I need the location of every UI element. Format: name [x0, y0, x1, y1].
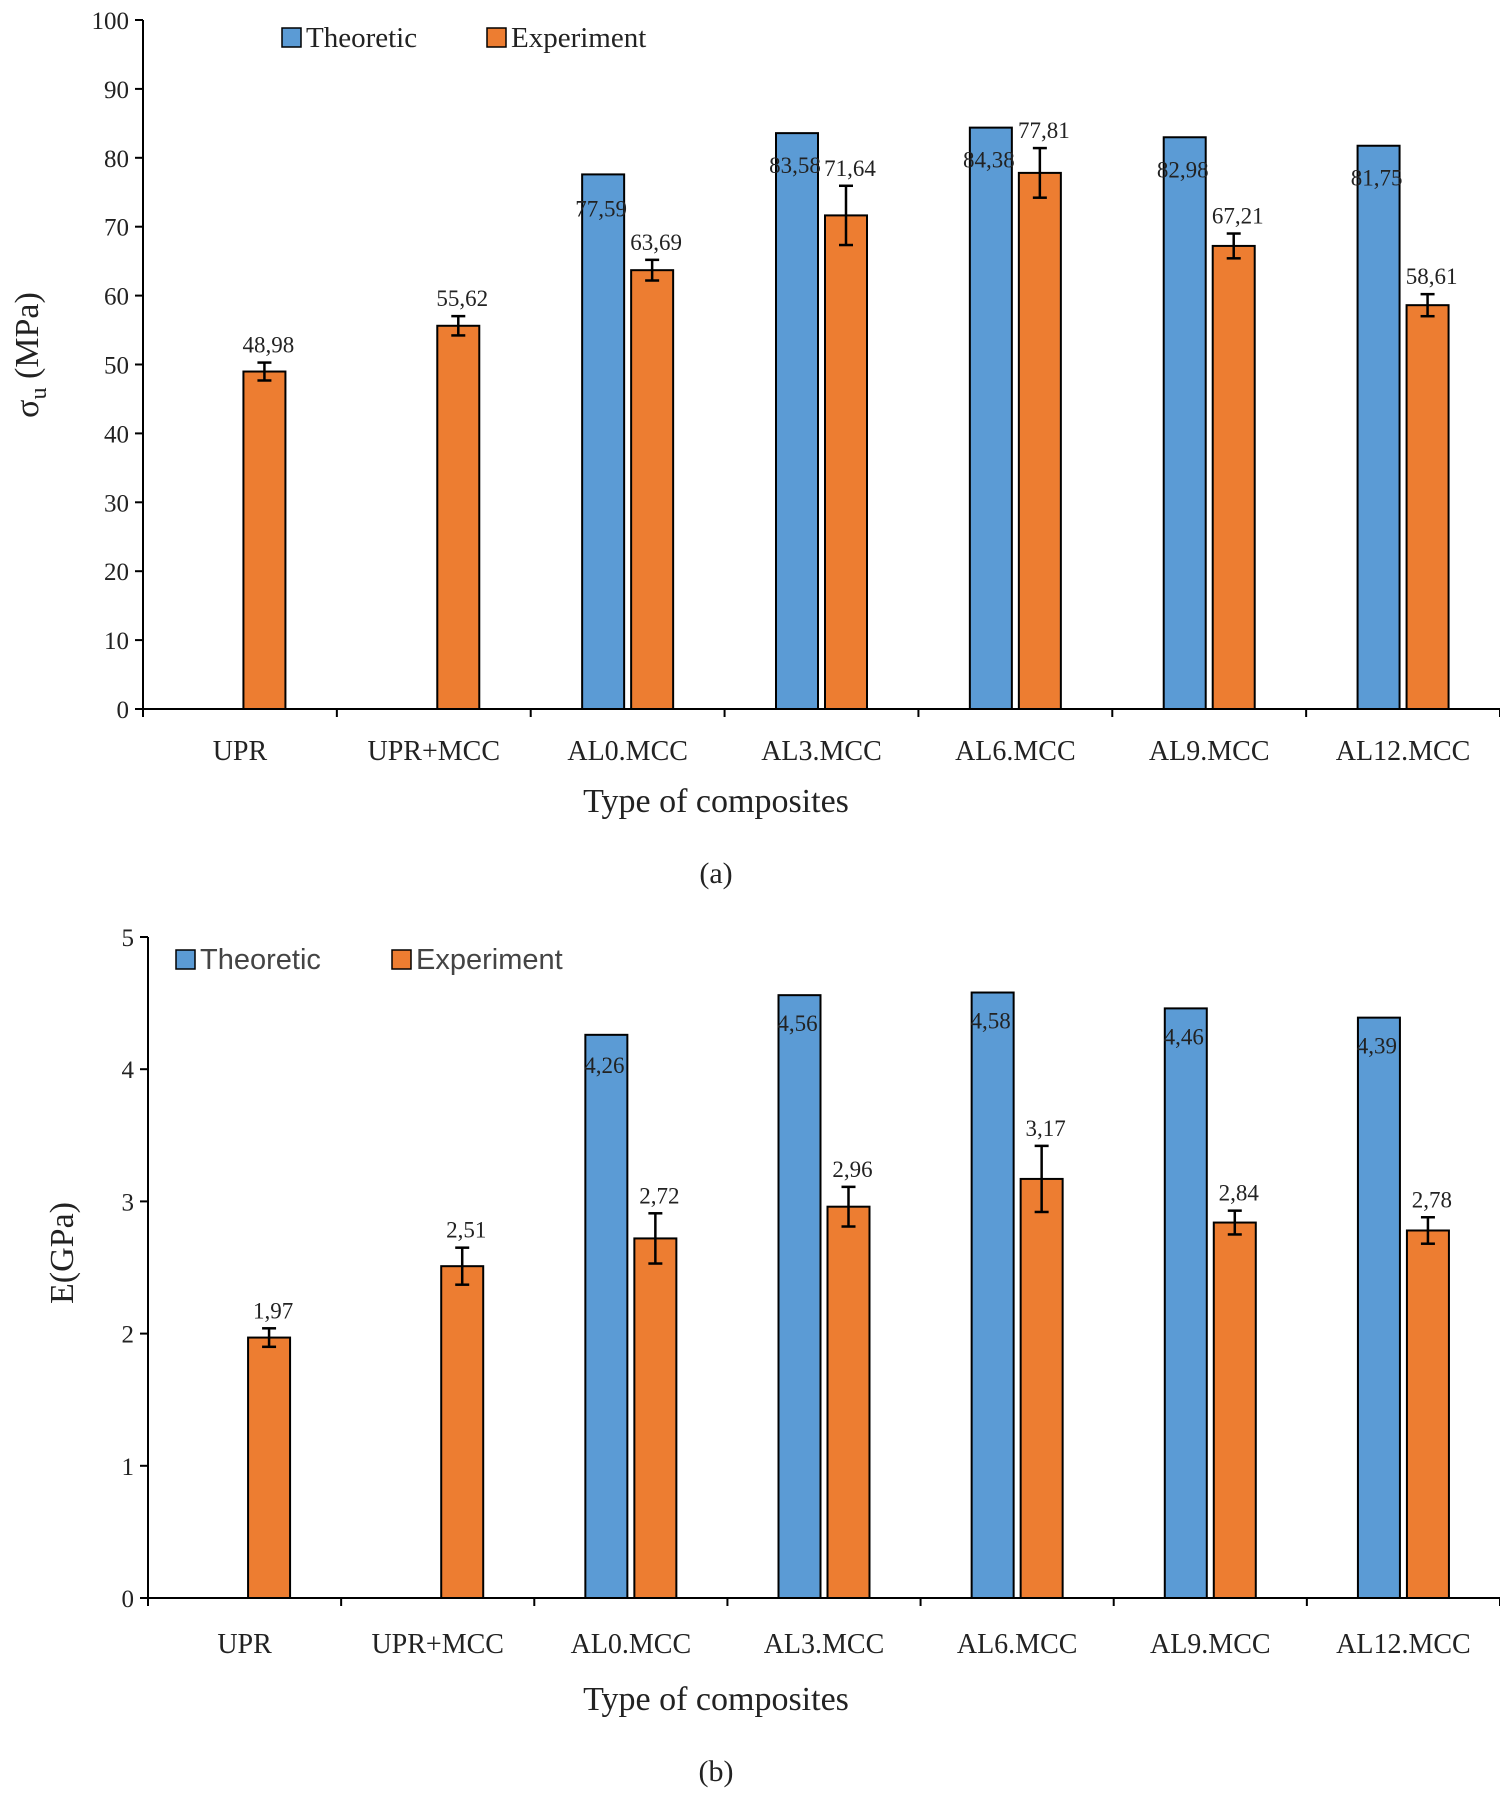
- chart-b-legend-label-experiment: Experiment: [416, 944, 563, 976]
- chart-b-y-axis-title: E(GPa): [44, 1202, 81, 1304]
- chart-b-legend-swatch-theoretic: [175, 949, 196, 970]
- chart-b-bar-experiment: [1212, 1221, 1257, 1599]
- chart-a-x-axis-title: Type of composites: [583, 783, 849, 820]
- chart-b: E(GPa) Type of composites (b) 0 1 2 3 4 5 1,97…: [44, 925, 1500, 1788]
- chart-b-y-tick-label: 1: [122, 1454, 135, 1481]
- chart-a-y-tick-label: 60: [104, 284, 129, 311]
- chart-a-y-tick-label: 80: [104, 146, 129, 173]
- chart-a-y-tick-label: 10: [104, 628, 129, 655]
- chart-a-data-label-experiment: 67,21: [1212, 204, 1264, 229]
- chart-b-data-label-experiment: 2,78: [1412, 1187, 1452, 1212]
- chart-a-y-tick-label: 100: [92, 8, 130, 35]
- chart-a-data-label-experiment: 71,64: [824, 156, 876, 181]
- chart-b-data-label-experiment: 2,72: [639, 1183, 679, 1208]
- chart-b-bar-theoretic: [1163, 1007, 1208, 1599]
- chart-b-bar-experiment: [633, 1237, 678, 1600]
- chart-b-data-label-experiment: 3,17: [1026, 1116, 1066, 1141]
- chart-a-data-label-experiment: 48,98: [243, 333, 295, 358]
- chart-b-category-label: UPR: [217, 1629, 272, 1660]
- chart-b-data-label-experiment: 1,97: [253, 1298, 293, 1323]
- chart-b-x-axis-title: Type of composites: [583, 1681, 849, 1718]
- chart-a-bar-theoretic: [581, 173, 626, 710]
- chart-a-data-label-experiment: 58,61: [1406, 264, 1458, 289]
- chart-b-bar-experiment: [1019, 1177, 1064, 1600]
- chart-a-y-tick-label: 40: [104, 421, 129, 448]
- chart-a-category-label: AL12.MCC: [1336, 736, 1471, 767]
- chart-a-bar-experiment: [824, 214, 868, 711]
- chart-b-y-tick-label: 5: [122, 925, 135, 952]
- chart-a-y-axis-title: σu (MPa): [9, 292, 52, 418]
- chart-a-legend-swatch-experiment: [486, 27, 507, 48]
- chart-a-y-tick-label: 90: [104, 77, 129, 104]
- chart-b-y-tick-label: 0: [122, 1586, 135, 1613]
- chart-a-legend-label-experiment: Experiment: [511, 22, 646, 54]
- chart-b-data-label-experiment: 2,51: [446, 1218, 486, 1243]
- chart-a-y-tick-label: 30: [104, 490, 129, 517]
- chart-a-data-label-experiment: 63,69: [630, 230, 682, 255]
- chart-a-category-label: AL0.MCC: [567, 736, 688, 767]
- chart-a-bar-theoretic: [1356, 144, 1401, 710]
- chart-a-bar-theoretic: [775, 132, 819, 711]
- chart-b-category-label: UPR+MCC: [371, 1629, 504, 1660]
- chart-a-category-label: AL3.MCC: [761, 736, 882, 767]
- chart-b-bar-experiment: [826, 1205, 871, 1599]
- chart-a-data-label-theoretic: 83,58: [769, 153, 821, 178]
- chart-b-data-label-theoretic: 4,26: [584, 1053, 624, 1078]
- chart-a-category-label: AL9.MCC: [1149, 736, 1270, 767]
- chart-b-y-tick-label: 2: [122, 1322, 135, 1349]
- chart-b-category-label: AL12.MCC: [1336, 1629, 1471, 1660]
- chart-a-category-label: UPR: [213, 736, 268, 767]
- chart-a-y-tick-label: 20: [104, 559, 129, 586]
- chart-b-data-label-experiment: 2,84: [1219, 1181, 1260, 1206]
- chart-a-y-axis-title-main: σ: [9, 400, 46, 418]
- chart-a-bar-theoretic: [1162, 136, 1207, 710]
- chart-a-y-tick-label: 0: [117, 697, 130, 724]
- chart-b-bar-experiment: [247, 1336, 292, 1600]
- chart-b-y-tick-label: 4: [122, 1057, 135, 1084]
- chart-b-caption: (b): [699, 1755, 734, 1788]
- chart-a-data-label-experiment: 77,81: [1018, 118, 1070, 143]
- chart-b-category-label: AL0.MCC: [571, 1629, 692, 1660]
- chart-b-bar-experiment: [440, 1265, 485, 1599]
- chart-b-category-label: AL3.MCC: [764, 1629, 885, 1660]
- chart-a-bar-experiment: [242, 370, 287, 710]
- chart-a-bar-experiment: [1405, 304, 1450, 710]
- chart-a-legend-swatch-theoretic: [281, 27, 302, 48]
- chart-a-data-label-experiment: 55,62: [436, 286, 488, 311]
- chart-a-data-label-theoretic: 81,75: [1351, 166, 1403, 191]
- chart-b-bar-theoretic: [1356, 1016, 1401, 1599]
- chart-b-data-label-theoretic: 4,56: [777, 1011, 817, 1036]
- chart-a-bar-experiment: [1017, 171, 1062, 710]
- chart-a-y-tick-label: 70: [104, 215, 129, 242]
- chart-a-category-label: AL6.MCC: [955, 736, 1076, 767]
- chart-a-bar-theoretic: [968, 126, 1013, 710]
- chart-a-data-label-theoretic: 84,38: [963, 148, 1015, 173]
- chart-a-caption: (a): [699, 857, 732, 890]
- chart-a-y-tick-label: 50: [104, 353, 129, 380]
- chart-a-y-axis-title-sub: u: [26, 388, 52, 400]
- chart-b-category-label: AL9.MCC: [1150, 1629, 1271, 1660]
- chart-b-legend-label-theoretic: Theoretic: [200, 944, 321, 976]
- chart-b-bar-theoretic: [970, 991, 1015, 1599]
- chart-a-data-label-theoretic: 82,98: [1157, 157, 1209, 182]
- chart-a: σu (MPa) Type of composites (a) 0 10 20 30 4…: [9, 8, 1500, 890]
- chart-b-data-label-theoretic: 4,39: [1357, 1034, 1397, 1059]
- chart-b-bar-experiment: [1405, 1229, 1450, 1599]
- chart-a-y-axis-title-rest: (MPa): [9, 292, 46, 387]
- chart-a-category-label: UPR+MCC: [368, 736, 501, 767]
- chart-b-legend-swatch-experiment: [391, 949, 412, 970]
- chart-b-category-label: AL6.MCC: [957, 1629, 1078, 1660]
- chart-b-bar-theoretic: [584, 1033, 629, 1599]
- chart-a-bar-experiment: [436, 324, 481, 710]
- chart-b-y-tick-label: 3: [122, 1189, 135, 1216]
- chart-a-bar-experiment: [630, 269, 675, 710]
- chart-a-data-label-theoretic: 77,59: [575, 196, 627, 221]
- chart-a-bar-experiment: [1211, 244, 1256, 710]
- chart-a-legend-label-theoretic: Theoretic: [306, 22, 417, 54]
- chart-b-data-label-theoretic: 4,46: [1164, 1024, 1204, 1049]
- chart-b-data-label-theoretic: 4,58: [971, 1009, 1011, 1034]
- chart-b-bar-theoretic: [777, 994, 822, 1599]
- chart-b-data-label-experiment: 2,96: [832, 1157, 872, 1182]
